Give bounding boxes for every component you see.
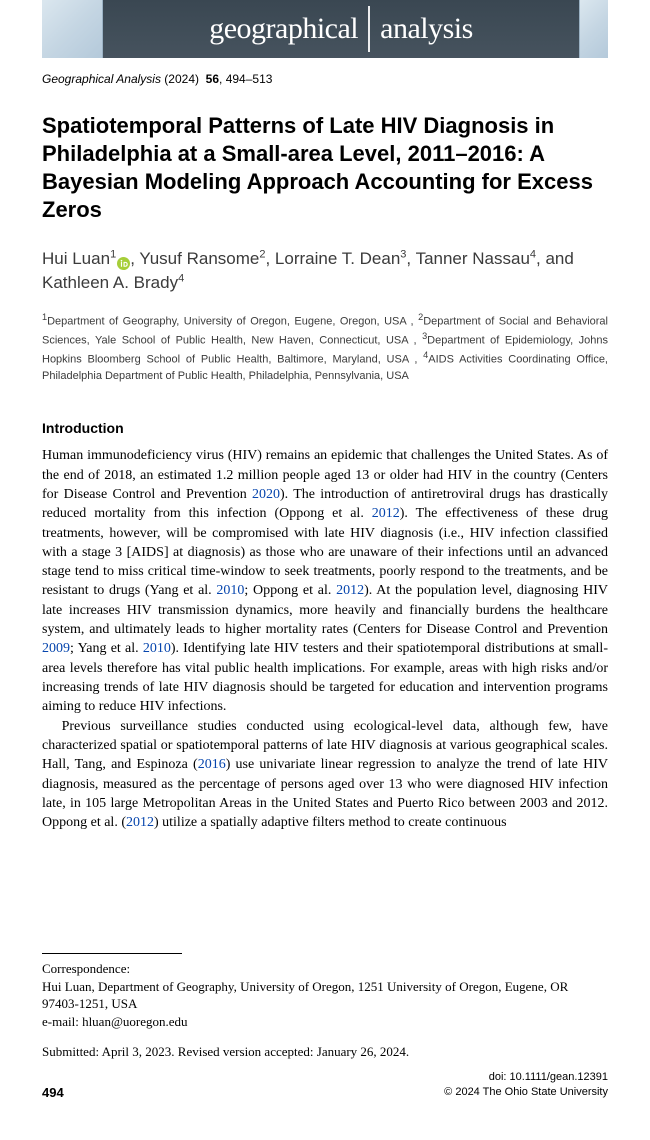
cite-cdc-2009[interactable]: 2009 (42, 641, 70, 656)
cite-cdc-2020[interactable]: 2020 (252, 487, 280, 502)
footer-rule (42, 953, 182, 954)
author-2-affil-sup: 2 (259, 248, 265, 260)
submitted-line: Submitted: April 3, 2023. Revised versio… (42, 1044, 608, 1060)
banner-word-geographical: geographical (209, 12, 358, 46)
journal-banner: geographical analysis (42, 0, 608, 58)
banner-texture-left (42, 0, 103, 58)
article-title: Spatiotemporal Patterns of Late HIV Diag… (42, 112, 608, 225)
page-number: 494 (42, 1085, 64, 1100)
p2-t3: ) utilize a spatially adaptive filters m… (154, 815, 507, 830)
citation-line: Geographical Analysis (2024) 56, 494–513 (42, 72, 608, 86)
author-3: Lorraine T. Dean (275, 249, 400, 268)
banner-center: geographical analysis (103, 0, 579, 58)
cite-oppong-2012a[interactable]: 2012 (372, 506, 400, 521)
author-list: Hui Luan1, Yusuf Ransome2, Lorraine T. D… (42, 247, 608, 295)
doi: doi: 10.1111/gean.12391 (444, 1070, 608, 1085)
author-3-affil-sup: 3 (400, 248, 406, 260)
author-4: Tanner Nassau (416, 249, 530, 268)
cite-hall-2016[interactable]: 2016 (198, 757, 226, 772)
cite-yang-2010b[interactable]: 2010 (143, 641, 171, 656)
correspondence: Correspondence: Hui Luan, Department of … (42, 960, 608, 1030)
banner-separator (368, 6, 370, 52)
banner-word-analysis: analysis (380, 12, 473, 46)
p1-t4: ; Oppong et al. (244, 583, 336, 598)
paragraph-2: Previous surveillance studies conducted … (42, 717, 608, 833)
affiliations: 1Department of Geography, University of … (42, 311, 608, 384)
page: geographical analysis Geographical Analy… (0, 0, 650, 1140)
author-5-affil-sup: 4 (178, 272, 184, 284)
citation-volume: 56 (206, 72, 219, 86)
cite-yang-2010a[interactable]: 2010 (216, 583, 244, 598)
cite-oppong-2012b[interactable]: 2012 (336, 583, 364, 598)
cite-oppong-2012c[interactable]: 2012 (126, 815, 154, 830)
p1-t6: ; Yang et al. (70, 641, 143, 656)
author-1: Hui Luan (42, 249, 110, 268)
author-2: Yusuf Ransome (139, 249, 259, 268)
affil-1: Department of Geography, University of O… (47, 316, 418, 328)
author-5: Kathleen A. Brady (42, 273, 178, 292)
citation-year: (2024) (164, 72, 199, 86)
correspondence-address: Hui Luan, Department of Geography, Unive… (42, 978, 608, 1013)
body-text: Human immunodeficiency virus (HIV) remai… (42, 446, 608, 832)
section-heading-introduction: Introduction (42, 420, 608, 436)
footer-row: 494 doi: 10.1111/gean.12391 © 2024 The O… (42, 1070, 608, 1100)
author-4-affil-sup: 4 (530, 248, 536, 260)
paragraph-1: Human immunodeficiency virus (HIV) remai… (42, 446, 608, 716)
banner-texture-right (579, 0, 608, 58)
author-1-affil-sup: 1 (110, 248, 116, 260)
citation-journal: Geographical Analysis (42, 72, 161, 86)
footer-block: Correspondence: Hui Luan, Department of … (42, 953, 608, 1100)
correspondence-email: e-mail: hluan@uoregon.edu (42, 1013, 608, 1031)
orcid-icon[interactable] (117, 253, 130, 266)
correspondence-label: Correspondence: (42, 960, 608, 978)
citation-pages: , 494–513 (219, 72, 272, 86)
doi-block: doi: 10.1111/gean.12391 © 2024 The Ohio … (444, 1070, 608, 1100)
copyright: © 2024 The Ohio State University (444, 1085, 608, 1100)
